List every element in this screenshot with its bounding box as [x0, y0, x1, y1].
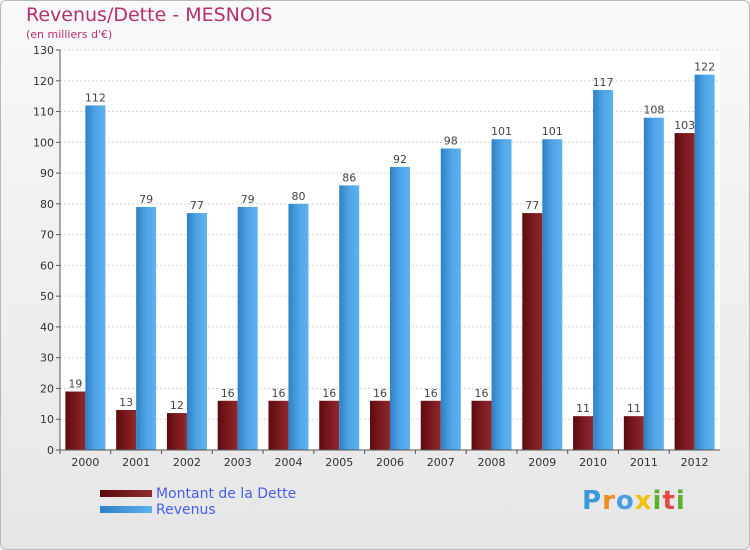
- x-tick-label: 2006: [376, 456, 404, 469]
- x-tick-label: 2004: [274, 456, 302, 469]
- data-label-revenus: 98: [444, 134, 458, 147]
- bar-revenus-2012: [694, 74, 715, 450]
- x-tick-label: 2003: [224, 456, 252, 469]
- y-tick-label: 30: [40, 352, 54, 365]
- bar-dette-2009: [522, 213, 543, 450]
- data-label-dette: 16: [221, 387, 235, 400]
- data-label-revenus: 122: [694, 61, 715, 74]
- bar-revenus-2002: [186, 213, 207, 450]
- data-label-revenus: 92: [393, 153, 407, 166]
- data-label-dette: 16: [322, 387, 336, 400]
- bar-dette-2004: [268, 400, 289, 450]
- bar-dette-2002: [166, 413, 187, 450]
- data-label-dette: 103: [674, 119, 695, 132]
- chart-subtitle: (en milliers d'€): [26, 28, 113, 41]
- data-label-revenus: 101: [542, 125, 563, 138]
- x-tick-label: 2009: [528, 456, 556, 469]
- x-tick-label: 2012: [681, 456, 709, 469]
- data-label-revenus: 108: [643, 104, 664, 117]
- bar-revenus-2010: [593, 90, 614, 450]
- data-label-revenus: 86: [342, 171, 356, 184]
- legend-swatch-revenus: [100, 506, 152, 513]
- bar-revenus-2004: [288, 203, 309, 450]
- bar-revenus-2000: [85, 105, 106, 450]
- logo-letter: r: [602, 486, 616, 516]
- data-label-revenus: 79: [241, 193, 255, 206]
- data-label-dette: 11: [627, 402, 641, 415]
- x-tick-label: 2008: [478, 456, 506, 469]
- bar-revenus-2009: [542, 139, 563, 450]
- y-tick-label: 20: [40, 382, 54, 395]
- bar-dette-2008: [471, 400, 492, 450]
- logo-letter: x: [634, 486, 653, 516]
- data-label-dette: 13: [119, 396, 133, 409]
- y-tick-label: 60: [40, 259, 54, 272]
- x-tick-label: 2000: [71, 456, 99, 469]
- data-label-dette: 12: [170, 399, 184, 412]
- data-label-dette: 16: [271, 387, 285, 400]
- legend-swatch-dette: [100, 490, 152, 497]
- logo-letter: i: [675, 486, 686, 516]
- data-label-dette: 19: [68, 378, 82, 391]
- logo-letter: P: [582, 486, 603, 516]
- x-tick-label: 2002: [173, 456, 201, 469]
- y-tick-label: 40: [40, 321, 54, 334]
- y-tick-label: 120: [33, 75, 54, 88]
- legend-label-revenus: Revenus: [156, 502, 216, 518]
- data-label-revenus: 77: [190, 199, 204, 212]
- x-tick-label: 2007: [427, 456, 455, 469]
- data-label-revenus: 112: [85, 91, 106, 104]
- data-label-dette: 16: [373, 387, 387, 400]
- y-tick-label: 80: [40, 198, 54, 211]
- x-tick-label: 2001: [122, 456, 150, 469]
- y-tick-label: 10: [40, 413, 54, 426]
- bar-dette-2012: [674, 133, 695, 451]
- y-tick-label: 90: [40, 167, 54, 180]
- bar-revenus-2006: [390, 166, 410, 450]
- y-tick-label: 130: [33, 44, 54, 57]
- bar-dette-2001: [116, 410, 137, 450]
- bar-dette-2011: [623, 416, 644, 450]
- y-tick-label: 70: [40, 229, 54, 242]
- bar-dette-2010: [573, 416, 594, 450]
- data-label-revenus: 80: [291, 190, 305, 203]
- bar-revenus-2001: [136, 206, 157, 450]
- logo-letter: i: [652, 486, 663, 516]
- bar-dette-2003: [217, 400, 238, 450]
- bar-revenus-2005: [339, 185, 360, 450]
- bar-revenus-2007: [440, 148, 461, 450]
- bar-revenus-2003: [237, 206, 258, 450]
- chart-title: Revenus/Dette - MESNOIS: [26, 4, 273, 26]
- y-tick-label: 110: [33, 106, 54, 119]
- proxiti-logo: Proxiti: [582, 486, 686, 516]
- bar-dette-2000: [65, 391, 86, 450]
- data-label-dette: 77: [525, 199, 539, 212]
- bar-dette-2005: [319, 400, 340, 450]
- x-tick-label: 2005: [325, 456, 353, 469]
- data-label-dette: 11: [576, 402, 590, 415]
- bar-revenus-2011: [643, 117, 664, 450]
- y-tick-label: 50: [40, 290, 54, 303]
- bar-dette-2006: [370, 400, 390, 450]
- legend-label-dette: Montant de la Dette: [156, 486, 297, 502]
- bar-dette-2007: [420, 400, 441, 450]
- x-tick-label: 2010: [579, 456, 607, 469]
- x-tick-label: 2011: [630, 456, 658, 469]
- logo-letter: t: [662, 486, 676, 516]
- data-label-revenus: 101: [491, 125, 512, 138]
- y-tick-label: 100: [33, 136, 54, 149]
- data-label-revenus: 117: [593, 76, 614, 89]
- data-label-dette: 16: [424, 387, 438, 400]
- data-label-revenus: 79: [139, 193, 153, 206]
- data-label-dette: 16: [475, 387, 489, 400]
- logo-letter: o: [615, 486, 635, 516]
- y-tick-label: 0: [47, 444, 54, 457]
- bar-revenus-2008: [491, 139, 512, 450]
